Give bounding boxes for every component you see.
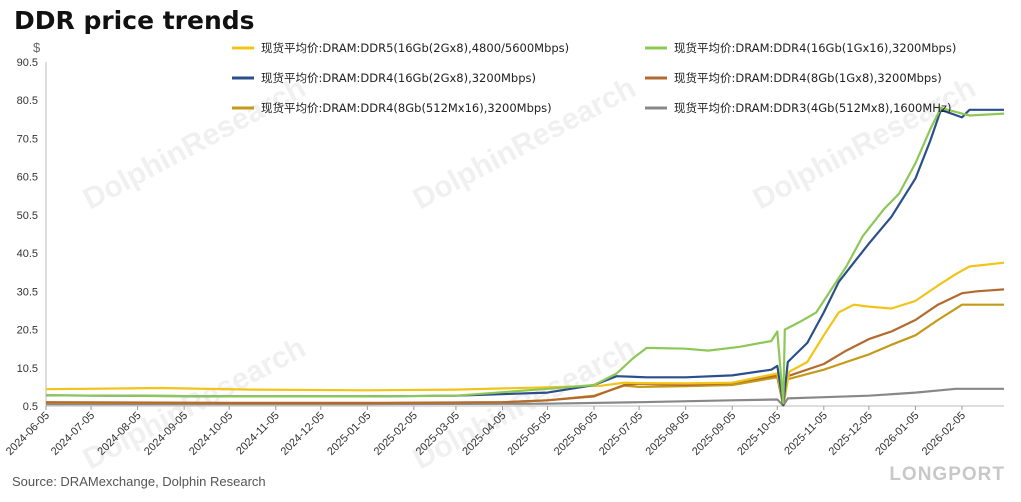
y-axis-unit: $: [33, 40, 41, 55]
series-line-2: [45, 108, 1004, 406]
x-tick-label: 2026-01-05: [873, 410, 921, 458]
x-tick-label: 2025-01-05: [325, 410, 373, 458]
x-tick-label: 2024-11-05: [234, 410, 282, 458]
watermark-text: DolphinResearch: [748, 71, 981, 216]
x-tick-label: 2025-12-05: [827, 410, 875, 458]
chart-title: DDR price trends: [14, 6, 255, 35]
x-tick-label: 2024-06-05: [4, 410, 52, 458]
source-note: Source: DRAMexchange, Dolphin Research: [12, 474, 266, 489]
x-tick-label: 2025-06-05: [552, 410, 600, 458]
watermark-text: DolphinResearch: [78, 71, 311, 216]
y-tick-label: 40.5: [17, 248, 38, 260]
x-tick-label: 2026-02-05: [920, 410, 968, 458]
legend-label: 现货平均价:DRAM:DDR3(4Gb(512Mx8),1600MHz): [674, 101, 951, 115]
y-tick-label: 70.5: [17, 133, 38, 145]
gridlines: [45, 62, 1004, 407]
y-axis-ticks: 0.5 10.5 20.5 30.5 40.5 50.5 60.5 70.5 80.5 90.5: [17, 57, 38, 413]
y-tick-label: 30.5: [17, 286, 38, 298]
legend-label: 现货平均价:DRAM:DDR4(16Gb(1Gx16),3200Mbps): [674, 41, 956, 55]
watermark-text: DolphinResearch: [408, 71, 641, 216]
x-tick-label: 2025-07-05: [597, 410, 645, 458]
y-tick-label: 90.5: [17, 57, 38, 69]
x-tick-label: 2025-09-05: [690, 410, 738, 458]
x-tick-label: 2024-12-05: [279, 410, 327, 458]
x-tick-label: 2025-10-05: [735, 410, 783, 458]
y-tick-label: 60.5: [17, 172, 38, 184]
legend-label: 现货平均价:DRAM:DDR4(8Gb(512Mx16),3200Mbps): [261, 101, 552, 115]
x-tick-label: 2025-11-05: [782, 410, 830, 458]
series-line-1: [45, 106, 1005, 405]
y-tick-label: 50.5: [17, 210, 38, 222]
series-lines: [45, 106, 1005, 407]
legend-label: 现货平均价:DRAM:DDR4(8Gb(1Gx8),3200Mbps): [674, 71, 942, 85]
legend-label: 现货平均价:DRAM:DDR5(16Gb(2Gx8),4800/5600Mbps…: [261, 41, 569, 55]
y-tick-label: 20.5: [17, 325, 38, 337]
series-line-0: [45, 261, 1005, 406]
legend-label: 现货平均价:DRAM:DDR4(16Gb(2Gx8),3200Mbps): [261, 71, 536, 85]
x-tick-label: 2025-08-05: [644, 410, 692, 458]
y-tick-label: 10.5: [17, 363, 38, 375]
legend: 现货平均价:DRAM:DDR5(16Gb(2Gx8),4800/5600Mbps…: [232, 41, 956, 115]
brand-logo: LONGPORT: [889, 464, 1005, 485]
y-tick-label: 0.5: [23, 401, 38, 413]
y-tick-label: 80.5: [17, 95, 38, 107]
